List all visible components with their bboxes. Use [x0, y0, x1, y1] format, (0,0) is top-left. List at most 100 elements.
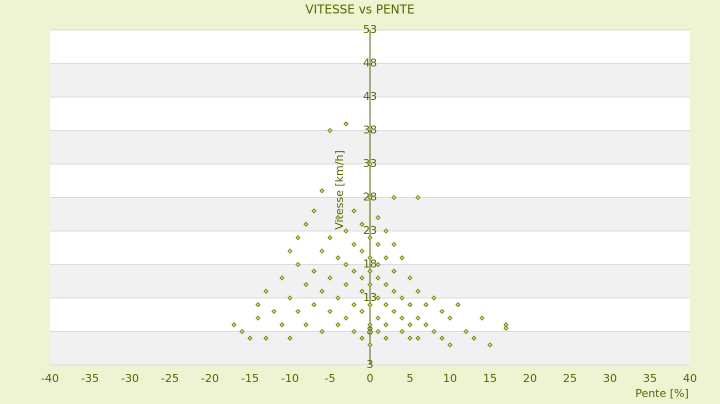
scatter-point	[447, 315, 453, 321]
x-tick-label: -40	[41, 372, 59, 385]
scatter-point	[327, 127, 333, 134]
scatter-point	[415, 194, 421, 201]
scatter-point	[367, 235, 373, 241]
scatter-point	[287, 295, 293, 301]
y-tick-label: 43	[363, 90, 377, 103]
scatter-point	[327, 235, 333, 241]
x-tick-label: 5	[407, 372, 414, 385]
scatter-point	[327, 308, 333, 314]
scatter-point	[279, 275, 285, 281]
scatter-point	[383, 282, 389, 288]
x-tick-label: 15	[483, 372, 497, 385]
scatter-point	[263, 335, 269, 341]
scatter-point	[287, 335, 293, 341]
x-tick-label: -35	[81, 372, 99, 385]
scatter-point	[423, 302, 429, 308]
y-tick-label: 53	[363, 23, 377, 36]
scatter-point	[359, 288, 365, 294]
scatter-point	[383, 322, 389, 328]
scatter-point	[295, 235, 301, 241]
scatter-point	[303, 221, 309, 227]
scatter-point	[375, 275, 381, 281]
scatter-point	[375, 215, 381, 221]
scatter-point	[375, 315, 381, 321]
scatter-point	[455, 302, 461, 308]
y-tick-label: 23	[363, 224, 377, 237]
y-tick-label: 48	[363, 57, 377, 70]
scatter-point	[367, 194, 373, 201]
scatter-point	[479, 315, 485, 321]
scatter-point	[415, 315, 421, 321]
scatter-point	[231, 322, 237, 328]
x-tick-label: 35	[643, 372, 657, 385]
scatter-point	[383, 228, 389, 234]
x-tick-label: -10	[281, 372, 299, 385]
y-tick-label: 8	[367, 325, 374, 338]
scatter-point	[311, 268, 317, 274]
scatter-point	[423, 322, 429, 328]
scatter-point	[407, 322, 413, 328]
scatter-point	[439, 308, 445, 314]
scatter-point	[319, 248, 325, 254]
scatter-point	[391, 288, 397, 294]
scatter-point	[399, 315, 405, 321]
scatter-point	[319, 288, 325, 294]
scatter-point	[311, 208, 317, 214]
x-tick-label: 40	[683, 372, 697, 385]
scatter-point	[335, 322, 341, 328]
scatter-point	[335, 255, 341, 261]
scatter-point	[375, 328, 381, 335]
scatter-point	[383, 335, 389, 341]
scatter-point	[359, 248, 365, 254]
scatter-point	[295, 308, 301, 314]
scatter-point	[351, 208, 357, 214]
x-tick-label: 20	[523, 372, 537, 385]
x-tick-label: -5	[325, 372, 336, 385]
scatter-point	[239, 328, 245, 335]
scatter-point	[367, 322, 373, 328]
scatter-point	[471, 335, 477, 341]
scatter-point	[335, 215, 341, 221]
scatter-point	[415, 335, 421, 341]
chart-title: VITESSE vs PENTE	[305, 3, 414, 17]
scatter-point	[271, 308, 277, 314]
scatter-point	[343, 228, 349, 234]
scatter-point	[255, 302, 261, 308]
scatter-point	[303, 282, 309, 288]
y-tick-label: 3	[367, 358, 374, 371]
scatter-point	[319, 188, 325, 194]
y-tick-label: 13	[363, 291, 377, 304]
x-tick-label: 0	[367, 372, 374, 385]
scatter-point	[391, 241, 397, 247]
scatter-point	[255, 315, 261, 321]
scatter-point	[359, 335, 365, 341]
scatter-point	[319, 328, 325, 335]
scatter-point	[407, 335, 413, 341]
scatter-point	[415, 288, 421, 294]
scatter-point	[375, 241, 381, 247]
scatter-point	[351, 241, 357, 247]
x-tick-label: 30	[603, 372, 617, 385]
scatter-point	[407, 302, 413, 308]
scatter-point	[367, 268, 373, 274]
x-tick-label: -20	[201, 372, 219, 385]
scatter-point	[503, 325, 509, 331]
scatter-point	[279, 322, 285, 328]
scatter-point	[359, 275, 365, 281]
scatter-point	[343, 282, 349, 288]
y-tick-label: 38	[363, 124, 377, 137]
scatter-point	[335, 295, 341, 301]
scatter-point	[463, 328, 469, 335]
x-tick-label: 10	[443, 372, 457, 385]
scatter-point	[247, 335, 253, 341]
scatter-point	[351, 328, 357, 335]
scatter-point	[359, 308, 365, 314]
scatter-point	[439, 335, 445, 341]
scatter-point	[359, 221, 365, 227]
scatter-point	[367, 161, 373, 167]
scatter-point	[375, 295, 381, 301]
scatter-point	[367, 302, 373, 308]
x-tick-label: -25	[161, 372, 179, 385]
scatter-point	[383, 255, 389, 261]
